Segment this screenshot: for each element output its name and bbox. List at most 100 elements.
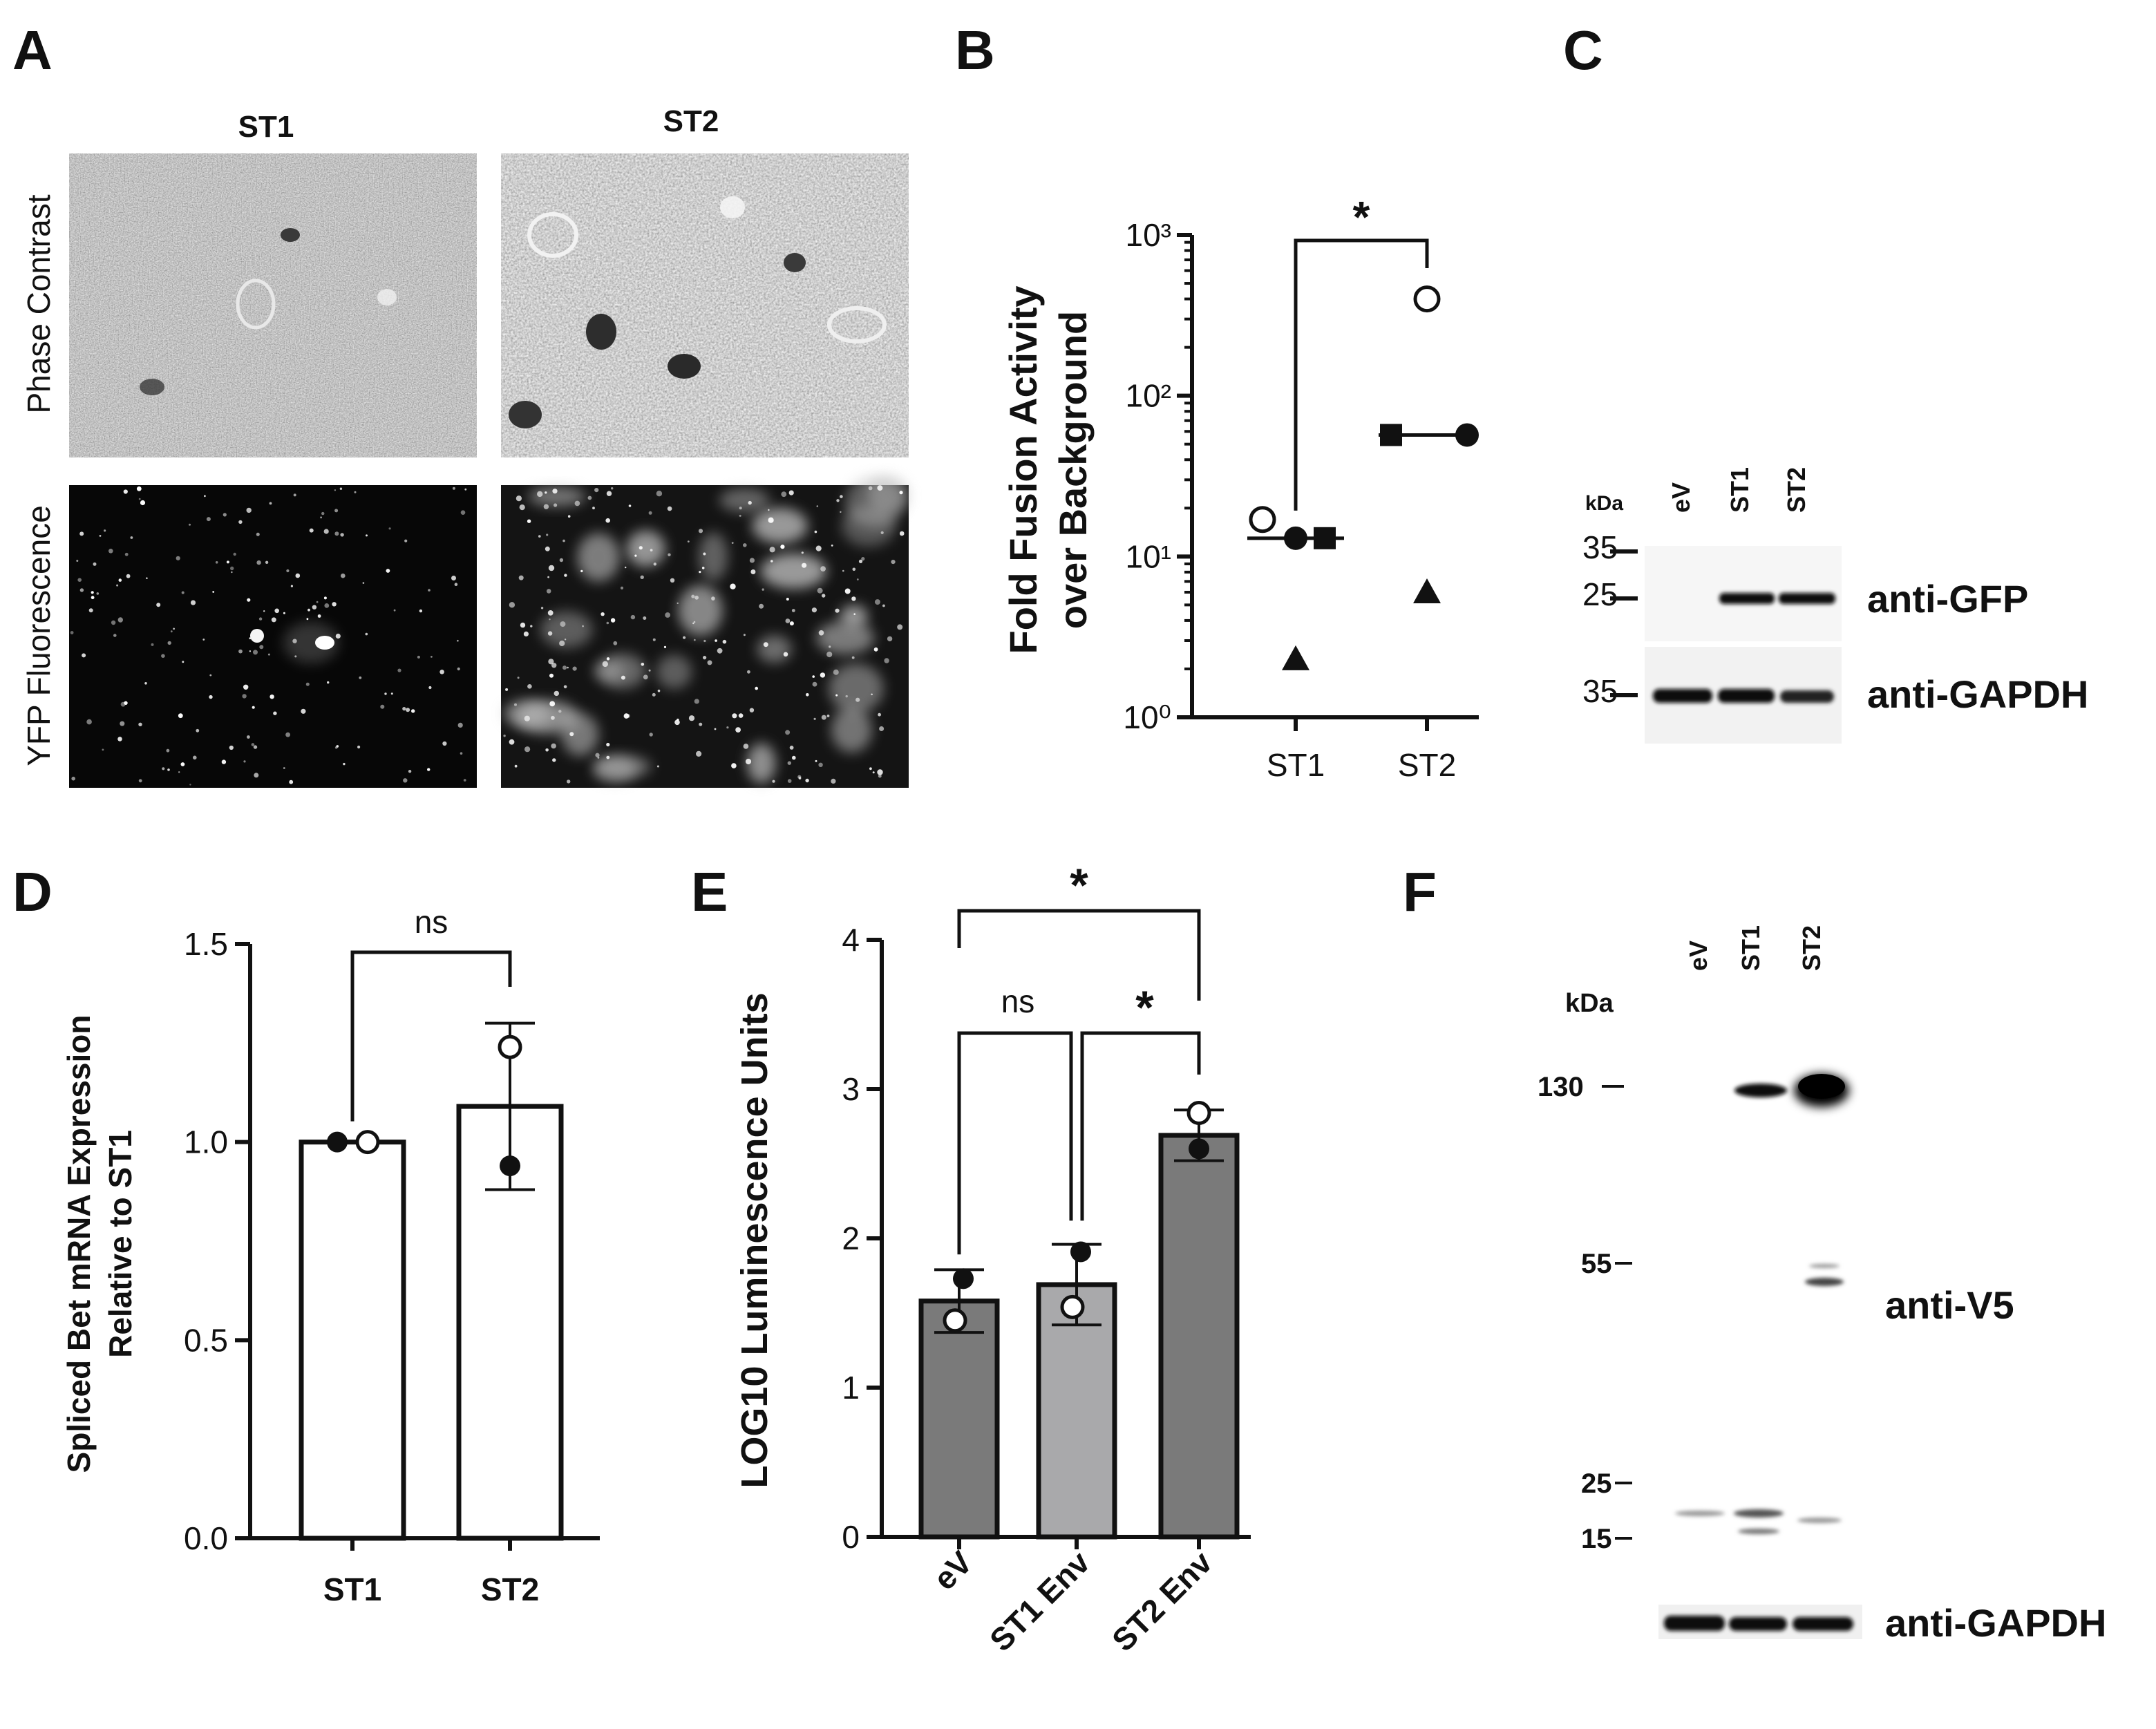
fluorescent-speck xyxy=(693,621,696,623)
data-point-filled-circle xyxy=(500,1155,520,1177)
fluorescent-speck xyxy=(263,610,265,612)
fluorescent-speck xyxy=(406,708,410,712)
fluorescent-speck xyxy=(770,560,773,563)
fluorescent-speck xyxy=(451,576,456,580)
fluorescent-speck xyxy=(594,488,599,493)
fluorescent-cell xyxy=(867,475,909,513)
fluorescent-speck xyxy=(559,558,564,563)
fluorescent-speck xyxy=(696,750,702,757)
significance-bracket xyxy=(1080,1031,1201,1221)
fluorescent-speck xyxy=(670,578,675,583)
fluorescent-speck xyxy=(460,510,466,515)
fluorescent-speck xyxy=(365,632,368,636)
fluorescent-speck xyxy=(748,500,752,505)
fluorescent-speck xyxy=(176,556,180,560)
fluorescent-speck xyxy=(124,701,128,705)
blot-band xyxy=(1734,1509,1784,1518)
fluorescent-speck xyxy=(229,745,234,750)
fluorescent-speck xyxy=(688,715,695,721)
x-tick-label: ST2 xyxy=(1398,747,1456,783)
fluorescent-speck xyxy=(178,713,183,719)
fluorescent-speck xyxy=(505,688,509,691)
fluorescent-speck xyxy=(567,666,569,669)
panel-letter-f: F xyxy=(1403,861,1437,923)
panel-c-antibody-gapdh: anti-GAPDH xyxy=(1867,672,2088,716)
fluorescent-cell xyxy=(656,654,692,689)
panel-c-lane-ev: eV xyxy=(1667,482,1695,513)
fluorescent-speck xyxy=(772,780,775,783)
y-tick-label: 10² xyxy=(1126,378,1171,414)
fluorescent-speck xyxy=(527,519,531,523)
fluorescent-speck xyxy=(204,495,206,498)
svg-text:55: 55 xyxy=(1581,1249,1612,1279)
fluorescent-speck xyxy=(286,569,290,573)
fluorescent-cell xyxy=(760,553,827,589)
blot-band xyxy=(1675,1511,1725,1516)
blot-band xyxy=(1793,1617,1853,1631)
blot-band xyxy=(1653,689,1712,703)
fluorescent-speck xyxy=(530,625,533,627)
fluorescent-speck xyxy=(692,622,694,625)
fluorescent-speck xyxy=(656,765,659,768)
blot-band xyxy=(1779,593,1835,604)
fluorescent-speck xyxy=(182,661,185,663)
fluorescent-speck xyxy=(181,591,185,594)
fluorescent-speck xyxy=(547,631,553,636)
fluorescent-speck xyxy=(833,669,839,675)
fluorescent-speck xyxy=(785,618,791,623)
fluorescent-speck xyxy=(818,630,824,636)
fluorescent-speck xyxy=(699,722,703,726)
fluorescent-speck xyxy=(735,727,741,733)
panel-b: Fold Fusion Activity over Background 10⁰… xyxy=(1001,192,1479,783)
panel-e: LOG10 Luminescence Units 0 1 2 3 4 eV ST1 Env S… xyxy=(734,859,1251,1658)
fluorescent-speck xyxy=(745,758,752,765)
fluorescent-speck xyxy=(386,569,390,573)
fluorescent-speck xyxy=(79,588,84,592)
panel-b-ylabel-line2: over Background xyxy=(1051,311,1095,630)
panel-f-marker-55: 55 xyxy=(1581,1249,1632,1279)
panel-letter-e: E xyxy=(691,861,728,923)
fluorescent-speck xyxy=(226,560,229,564)
svg-text:15: 15 xyxy=(1581,1524,1612,1554)
significance-bracket xyxy=(957,1031,1073,1255)
blot-band xyxy=(1718,689,1775,703)
fluorescent-speck xyxy=(845,695,848,698)
fluorescent-speck xyxy=(820,566,826,571)
fluorescent-speck xyxy=(384,692,387,695)
fluorescent-speck xyxy=(267,653,270,656)
x-tick-label: ST2 Env xyxy=(1105,1544,1219,1658)
fluorescent-speck xyxy=(806,693,809,697)
fluorescent-speck xyxy=(791,609,795,612)
y-tick-label: 1 xyxy=(842,1370,860,1406)
fluorescent-speck xyxy=(606,742,610,747)
fluorescent-speck xyxy=(548,659,554,665)
fluorescent-speck xyxy=(559,640,565,647)
panel-c-kda-label: kDa xyxy=(1585,492,1623,515)
fluorescent-speck xyxy=(851,596,856,601)
fluorescent-speck xyxy=(554,503,558,507)
fluorescent-speck xyxy=(851,656,855,659)
fluorescent-speck xyxy=(826,651,833,658)
fluorescent-speck xyxy=(835,608,840,613)
fluorescent-speck xyxy=(564,574,567,577)
fluorescent-speck xyxy=(546,589,551,594)
panel-d-ylabel-line2: Relative to ST1 xyxy=(102,1130,138,1358)
fluorescent-speck xyxy=(524,746,531,753)
fluorescent-cell xyxy=(678,585,723,636)
fluorescent-speck xyxy=(731,542,734,544)
panel-f-marker-15: 15 xyxy=(1581,1524,1632,1554)
micrograph-yfp-st2 xyxy=(501,475,909,788)
panel-c-antibody-gfp: anti-GFP xyxy=(1867,577,2028,621)
fluorescent-speck xyxy=(545,748,549,752)
fluorescent-speck xyxy=(126,574,131,578)
fluorescent-speck xyxy=(625,566,627,569)
fluorescent-speck xyxy=(202,639,205,641)
fluorescent-speck xyxy=(457,639,459,642)
fluorescent-speck xyxy=(393,609,396,612)
fluorescent-speck xyxy=(427,768,431,771)
fluorescent-cell xyxy=(528,486,586,507)
data-point-open-circle xyxy=(943,1308,967,1333)
blot-band xyxy=(1797,1518,1842,1523)
fluorescent-speck xyxy=(743,634,746,636)
fluorescent-speck xyxy=(574,500,580,507)
